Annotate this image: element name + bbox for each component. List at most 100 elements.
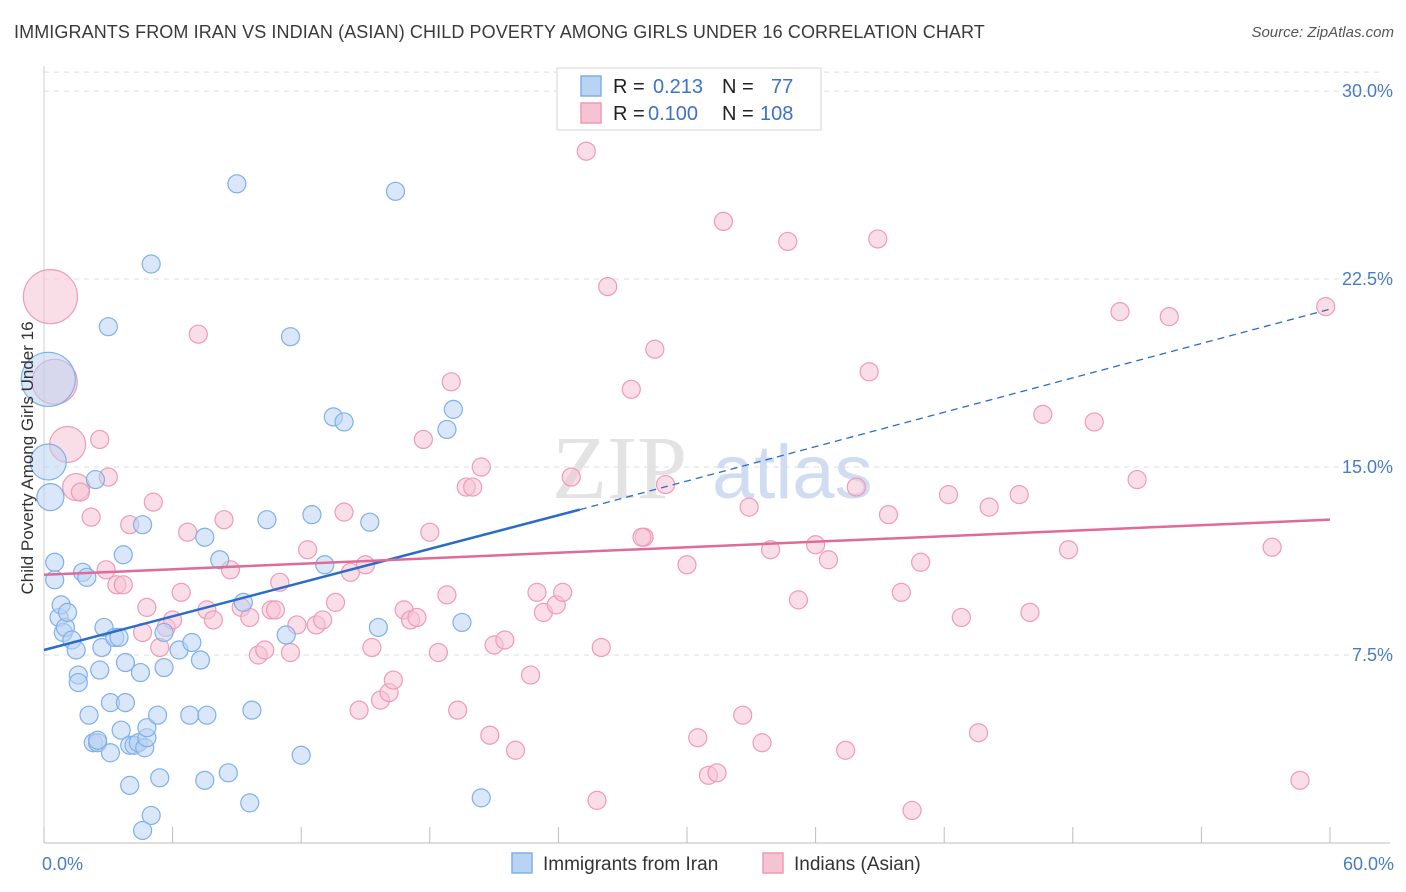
data-point [527, 582, 547, 602]
data-point [707, 763, 727, 783]
data-point [733, 705, 753, 725]
series-legend: Immigrants from Iran Indians (Asian) [511, 852, 921, 875]
data-point [979, 497, 999, 517]
data-point [115, 652, 136, 673]
legend-label-iran: Immigrants from Iran [543, 854, 718, 875]
data-point [29, 443, 67, 481]
data-point [265, 600, 286, 620]
data-point [868, 229, 888, 249]
data-point [171, 582, 191, 602]
data-point [1316, 297, 1336, 317]
data-point [1127, 469, 1147, 490]
legend-label-indians: Indians (Asian) [794, 854, 921, 875]
data-point [115, 693, 136, 713]
data-point [561, 467, 581, 487]
trend-line-indians [43, 518, 1331, 577]
data-point [96, 560, 116, 580]
data-point [752, 733, 772, 753]
data-point [621, 379, 641, 399]
data-point [383, 670, 403, 690]
data-point [85, 469, 106, 490]
data-point [141, 805, 161, 826]
data-point [1290, 770, 1310, 790]
data-point [407, 607, 427, 628]
watermark-atlas: atlas [712, 430, 873, 515]
source-label: Source: ZipAtlas.com [1251, 24, 1394, 41]
data-point [968, 723, 989, 743]
data-point [214, 510, 234, 530]
data-point [349, 700, 369, 720]
data-point [203, 610, 223, 630]
data-point [471, 788, 491, 808]
legend-r-label-1: R = [613, 76, 645, 98]
series-indians-asian [22, 141, 1336, 821]
data-point [141, 254, 161, 274]
data-point [255, 640, 275, 660]
data-point [154, 657, 174, 678]
data-point [70, 482, 91, 502]
data-point [81, 507, 101, 527]
data-point [471, 457, 491, 477]
data-point [302, 505, 322, 525]
data-point [1262, 537, 1282, 557]
data-point [182, 632, 202, 653]
data-point [463, 477, 483, 497]
y-tick-label: 30.0% [1342, 81, 1393, 101]
data-point [210, 550, 230, 570]
data-point [951, 607, 971, 628]
data-point [77, 567, 97, 587]
data-point [90, 429, 110, 450]
data-point [22, 268, 79, 325]
data-point [385, 181, 406, 201]
data-point [137, 597, 157, 617]
data-point [553, 582, 573, 602]
tick-labels: 7.5% 15.0% 22.5% 30.0% 0.0% 60.0% [42, 81, 1394, 874]
data-point [313, 610, 333, 630]
data-point [778, 231, 798, 252]
data-point [132, 515, 153, 535]
data-point [291, 745, 311, 765]
data-point [298, 540, 318, 560]
trend-lines [43, 308, 1331, 652]
data-point [443, 399, 463, 419]
data-point [98, 317, 118, 337]
data-point [911, 552, 931, 572]
data-point [441, 372, 461, 392]
data-point [79, 705, 99, 725]
data-point [1058, 540, 1079, 560]
x-tick-label: 0.0% [42, 854, 83, 874]
legend-box: R = 0.213 N = 77 R = 0.100 N = 108 [556, 67, 822, 131]
data-point [180, 705, 200, 725]
data-point [242, 700, 262, 720]
data-point [1110, 302, 1130, 322]
data-point [1020, 602, 1040, 623]
data-point [188, 324, 208, 344]
data-point [143, 492, 163, 512]
data-point [92, 637, 112, 658]
data-point [632, 527, 652, 547]
trend-line-iran [43, 508, 581, 652]
legend-swatch-iran [511, 852, 533, 874]
data-point [109, 627, 129, 648]
data-point [1159, 307, 1179, 327]
data-point [100, 743, 121, 763]
data-point [197, 705, 217, 725]
data-point [587, 790, 607, 810]
data-point [257, 510, 277, 530]
data-point [859, 362, 879, 382]
data-point [1033, 404, 1053, 424]
data-point [677, 555, 697, 575]
data-point [240, 793, 260, 813]
data-point [36, 483, 65, 512]
y-tick-label: 15.0% [1342, 457, 1393, 477]
data-point [154, 622, 174, 643]
data-point [195, 527, 215, 547]
data-point [150, 768, 170, 788]
data-point [760, 540, 781, 560]
data-point [576, 141, 596, 161]
data-point [147, 705, 168, 725]
y-tick-label: 7.5% [1352, 645, 1393, 665]
data-point [227, 174, 247, 194]
data-point [178, 522, 198, 542]
